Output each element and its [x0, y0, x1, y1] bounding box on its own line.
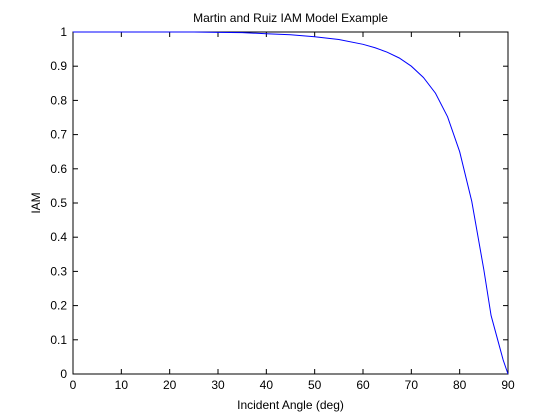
y-tick-label: 0.1: [50, 333, 67, 347]
x-tick-label: 40: [260, 378, 274, 392]
y-axis-label: IAM: [29, 192, 43, 213]
y-tick-label: 0.9: [50, 59, 67, 73]
x-axis-label: Incident Angle (deg): [237, 398, 344, 412]
y-tick-label: 0.6: [50, 162, 67, 176]
y-tick-label: 0.2: [50, 299, 67, 313]
plot-area-frame: [72, 31, 509, 375]
x-tick-label: 50: [308, 378, 322, 392]
x-tick-label: 90: [501, 378, 515, 392]
y-tick-label: 0.7: [50, 128, 67, 142]
x-tick-label: 60: [356, 378, 370, 392]
chart-title: Martin and Ruiz IAM Model Example: [193, 11, 388, 25]
axis-ticks: [72, 31, 509, 375]
x-tick-label: 20: [163, 378, 177, 392]
x-tick-label: 70: [405, 378, 419, 392]
y-tick-label: 0.5: [50, 196, 67, 210]
iam-series-line: [73, 31, 509, 375]
y-tick-label: 0.4: [50, 230, 67, 244]
axis-tick-labels: 0 10 20 30 40 50 60 70 80 90 0 0.1 0.2 0.3 0.4 0.5 0.6 0.…: [50, 25, 515, 392]
series-layer: [73, 31, 509, 375]
y-tick-label: 0: [60, 367, 67, 381]
x-tick-label: 10: [115, 378, 129, 392]
y-tick-label: 0.8: [50, 93, 67, 107]
x-tick-label: 30: [211, 378, 225, 392]
y-tick-label: 0.3: [50, 264, 67, 278]
x-tick-label: 80: [453, 378, 467, 392]
y-tick-label: 1: [60, 25, 67, 39]
x-tick-label: 0: [70, 378, 77, 392]
